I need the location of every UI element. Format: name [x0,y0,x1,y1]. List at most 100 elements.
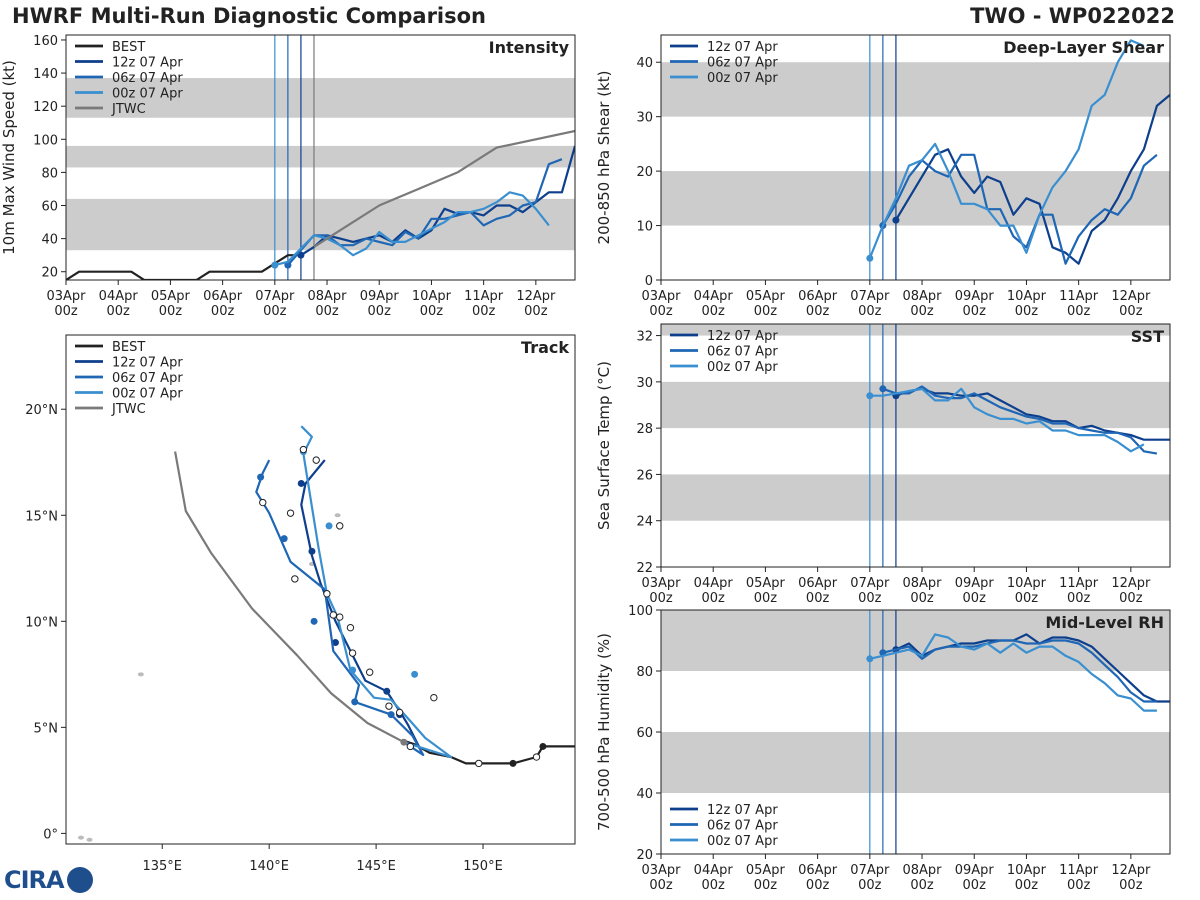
x-tick-label: 00z [649,304,673,319]
rh-chart: 2040608010003Apr00z04Apr00z05Apr00z06Apr… [595,604,1171,893]
x-tick-label: 00z [702,591,726,606]
series-line-best [401,739,575,765]
x-tick-label: 00z [702,304,726,319]
x-tick-label: 08Apr [308,289,348,304]
x-tick-label: 11Apr [1059,863,1099,878]
x-tick-label: 00z [159,304,183,319]
y-tick-label: 120 [33,100,58,115]
x-tick-label: 00z [472,304,496,319]
x-tick-label: 00z [1015,304,1039,319]
series-line-00z-07-apr [868,39,1145,259]
legend-label: 06z 07 Apr [707,819,778,834]
x-tick-label: 08Apr [903,576,943,591]
x-tick-label: 05Apr [151,289,191,304]
legend-label: JTWC [111,402,146,417]
track-chart: 0° 5°N 10°N 15°N 20°N 135°E 140°E 145°E 150°E Tra… [25,334,576,874]
sst-band [661,324,1170,336]
x-tick-label: 00z [368,304,392,319]
legend-label: 12z 07 Apr [707,329,778,344]
x-tick-label: 10Apr [1007,289,1047,304]
x-tick-label: 00z [1067,304,1091,319]
x-tick-label: 00z [107,304,131,319]
y-tick-label: 40 [41,233,58,248]
forecast-point [336,522,344,530]
forecast-point [336,613,344,621]
y-tick-label: 0 [645,274,653,289]
island [334,513,341,518]
legend-label: 00z 07 Apr [707,71,778,86]
x-tick-label: 00z [524,304,548,319]
y-tick-label: 40 [636,56,653,71]
data-point [866,655,874,663]
legend-label: 06z 07 Apr [112,371,183,386]
y-tick-label: 80 [41,166,58,181]
data-point [400,738,408,746]
x-tick-label: 00z [910,878,934,893]
forecast-point [323,590,331,598]
forecast-point [430,693,438,702]
rh-title: Mid-Level RH [1045,613,1164,632]
data-point [383,687,391,695]
x-tick-label: 03Apr [641,576,681,591]
series-line-06z-07-apr [255,459,425,756]
island [86,837,93,842]
legend-label: BEST [112,340,145,355]
rh-ylabel: 700-500 hPa Humidity (%) [595,633,613,831]
intensity-chart: 2040608010012014016003Apr00z04Apr00z05Ap… [0,34,576,319]
x-tick-label: 09Apr [955,289,995,304]
x-tick-label: 04Apr [694,576,734,591]
forecast-point [406,742,415,751]
x-tick-label: 00z [806,304,830,319]
data-point [297,479,305,487]
series-line-12z-07-apr [300,459,420,748]
y-tick-label: 40 [636,787,653,802]
y-tick-label: 22 [636,561,653,576]
forecast-point [259,498,267,507]
x-tick-label: 07Apr [850,576,890,591]
x-tick-label: 00z [754,591,778,606]
shear-title: Deep-Layer Shear [1003,38,1164,57]
legend-label: 00z 07 Apr [112,387,183,402]
series-line-00z-07-apr [869,387,1145,453]
y-tick-label: 30 [636,111,653,126]
x-tick-label: 12Apr [1111,863,1151,878]
series-line-06z-07-apr [287,158,563,266]
sst-ylabel: Sea Surface Temp (°C) [595,361,613,530]
x-tick-label: 00z [963,304,987,319]
y-tick-label: 5°N [34,721,59,736]
intensity-title: Intensity [489,38,570,57]
shear-band [661,62,1170,117]
x-tick-label: 00z [963,878,987,893]
series-line-06z-07-apr [882,639,1157,703]
series-line-12z-07-apr [894,94,1170,265]
track-frame [65,334,576,845]
y-tick-label: 20 [636,848,653,863]
x-tick-label: 10Apr [412,289,452,304]
y-tick-label: 20°N [25,403,58,418]
y-tick-label: 15°N [25,509,58,524]
x-tick-label: 00z [754,878,778,893]
sst-band [661,474,1170,521]
series-line-jtwc [313,129,575,248]
x-tick-label: 00z [754,304,778,319]
forecast-point [286,509,295,517]
y-tick-label: 10 [636,220,653,235]
x-tick-label: 00z [858,591,882,606]
x-tick-label: 03Apr [641,289,681,304]
y-tick-label: 100 [628,604,653,619]
sst-plot-area [661,324,1170,567]
x-tick-label: 00z [1119,591,1143,606]
data-point [349,666,357,674]
rh-plot-area [661,610,1170,854]
legend-label: 06z 07 Apr [707,345,778,360]
track-title: Track [521,338,569,357]
y-tick-label: 24 [636,515,653,530]
forecast-point [532,753,541,761]
main-title: HWRF Multi-Run Diagnostic Comparison [12,4,487,28]
legend-label: 00z 07 Apr [112,87,183,102]
intensity-plot-area [66,35,575,280]
intensity-ylabel: 10m Max Wind Speed (kt) [0,60,18,255]
x-tick-label: 00z [1067,878,1091,893]
data-point [351,698,359,706]
x-tick-label: 00z [420,304,444,319]
